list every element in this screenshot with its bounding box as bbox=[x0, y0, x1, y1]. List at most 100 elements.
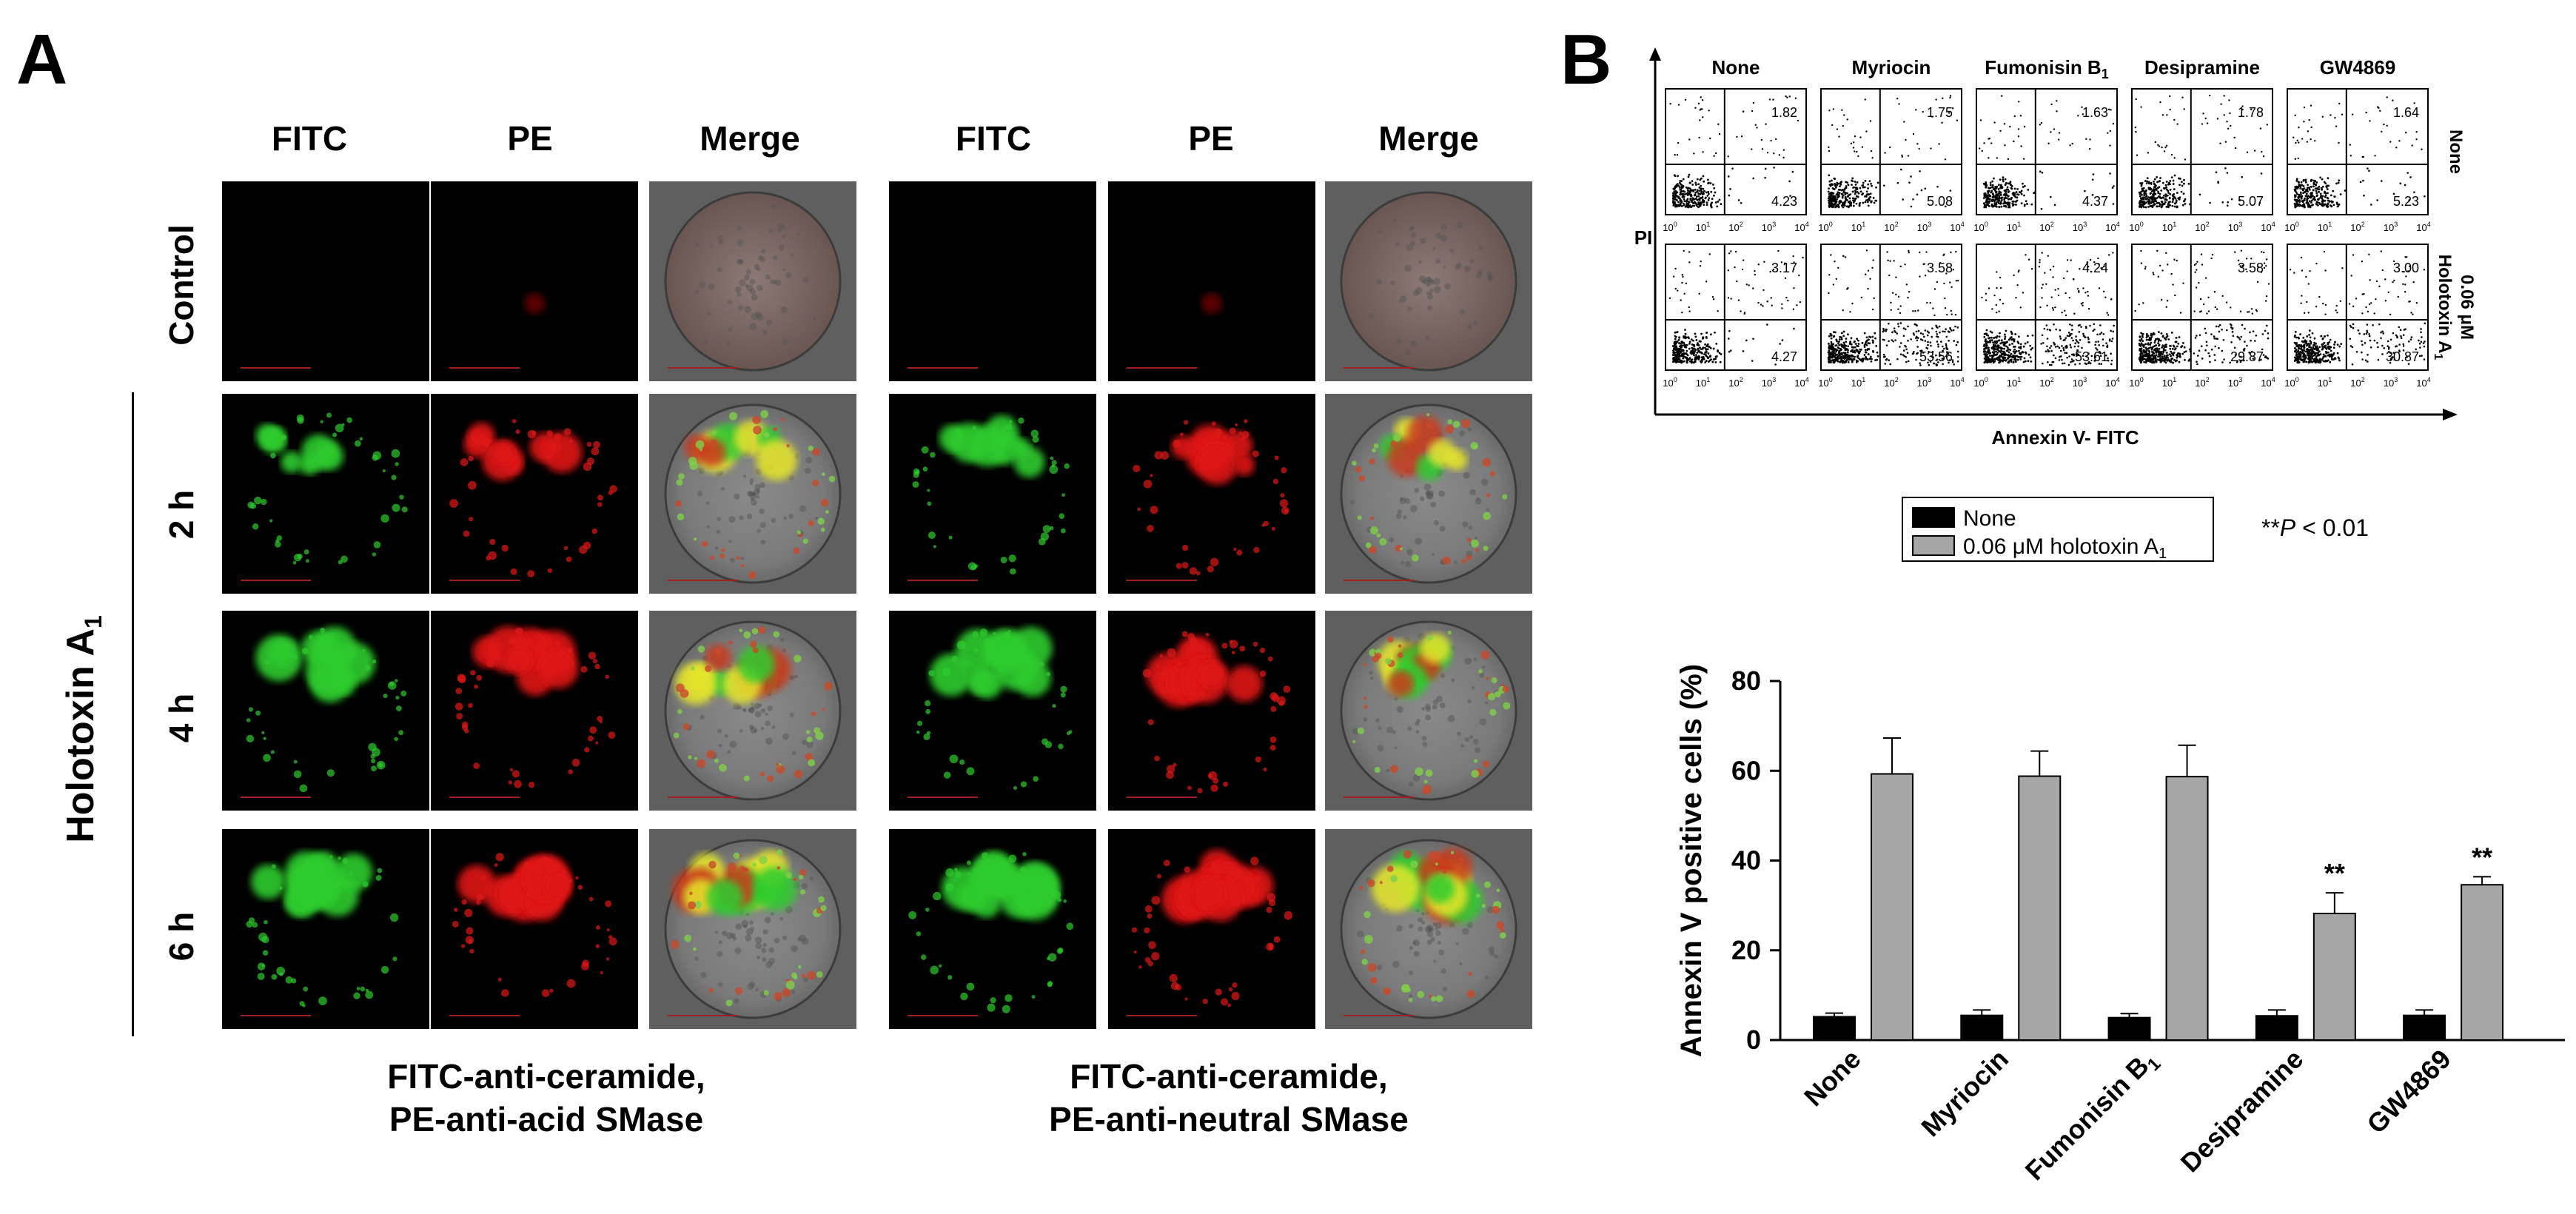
event-dot bbox=[2170, 345, 2172, 347]
signal-dot bbox=[509, 768, 514, 772]
event-dot bbox=[1908, 181, 1911, 184]
event-dot bbox=[1669, 103, 1671, 105]
signal-dot bbox=[511, 419, 517, 423]
event-dot bbox=[1792, 255, 1794, 258]
signal-dot bbox=[1031, 995, 1036, 999]
event-dot bbox=[2003, 338, 2006, 341]
superscript: 4 bbox=[1961, 221, 1965, 228]
event-dot bbox=[2077, 345, 2080, 348]
event-dot bbox=[1834, 202, 1837, 205]
event-dot bbox=[1850, 142, 1853, 145]
event-dot bbox=[2061, 358, 2063, 361]
signal-dot bbox=[1150, 506, 1158, 514]
signal-dot bbox=[1173, 762, 1177, 767]
event-dot bbox=[2049, 346, 2051, 349]
event-dot bbox=[1673, 174, 1676, 177]
signal-dot bbox=[1215, 988, 1222, 996]
signal-dot bbox=[1013, 785, 1018, 791]
event-dot bbox=[1865, 356, 1867, 358]
event-dot bbox=[1894, 339, 1896, 341]
granule-dot bbox=[759, 509, 765, 514]
merge-ring-dot bbox=[706, 750, 715, 759]
event-dot bbox=[1882, 338, 1885, 341]
granule-dot bbox=[734, 286, 742, 293]
granule-dot bbox=[1403, 515, 1407, 520]
superscript: 0 bbox=[1829, 376, 1833, 383]
signal-dot bbox=[948, 535, 953, 540]
event-dot bbox=[2223, 114, 2225, 116]
event-dot bbox=[1854, 346, 1856, 349]
event-dot bbox=[1919, 364, 1922, 366]
event-dot bbox=[1729, 349, 1732, 352]
event-dot bbox=[1913, 334, 1916, 336]
event-dot bbox=[2295, 191, 2298, 194]
event-dot bbox=[2304, 181, 2307, 184]
signal-blob bbox=[1193, 876, 1226, 909]
signal-dot bbox=[263, 754, 271, 762]
event-dot bbox=[1998, 350, 2001, 352]
event-dot bbox=[1674, 204, 1677, 206]
granule-dot bbox=[1486, 906, 1494, 913]
signal-dot bbox=[469, 517, 474, 522]
merge-ring-dot bbox=[1403, 850, 1412, 859]
merge-ring-dot bbox=[1361, 959, 1368, 965]
event-dot bbox=[2000, 349, 2003, 352]
merge-ring-dot bbox=[1447, 631, 1452, 635]
event-dot bbox=[2102, 338, 2104, 341]
event-dot bbox=[1937, 343, 1939, 346]
signal-dot bbox=[1057, 898, 1062, 902]
signal-dot bbox=[928, 670, 935, 677]
event-dot bbox=[1841, 109, 1843, 111]
event-dot bbox=[1695, 184, 1697, 186]
signal-dot bbox=[1018, 652, 1027, 662]
signal-dot bbox=[531, 431, 537, 436]
signal-dot bbox=[368, 742, 377, 751]
event-dot bbox=[1703, 180, 1705, 183]
signal-dot bbox=[527, 570, 535, 577]
event-dot bbox=[1851, 360, 1854, 363]
event-dot bbox=[1830, 346, 1833, 349]
merge-ring-dot bbox=[720, 553, 725, 559]
granule-dot bbox=[1429, 928, 1433, 932]
event-dot bbox=[1768, 98, 1771, 101]
event-dot bbox=[1839, 348, 1842, 350]
event-dot bbox=[1752, 338, 1754, 340]
event-dot bbox=[1927, 343, 1929, 346]
event-dot bbox=[1939, 261, 1942, 264]
event-dot bbox=[2031, 346, 2034, 349]
event-dot bbox=[2018, 101, 2020, 103]
event-dot bbox=[1761, 148, 1764, 150]
merge-ring-dot bbox=[758, 626, 766, 634]
event-dot bbox=[1702, 191, 1705, 194]
event-dot bbox=[1908, 249, 1910, 252]
event-dot bbox=[1851, 184, 1853, 186]
event-dot bbox=[1993, 360, 1996, 363]
event-dot bbox=[2003, 347, 2005, 350]
event-dot bbox=[2320, 187, 2323, 190]
event-dot bbox=[1700, 96, 1702, 98]
event-dot bbox=[2086, 261, 2089, 264]
event-dot bbox=[1854, 343, 1857, 345]
event-dot bbox=[1993, 341, 1996, 344]
event-dot bbox=[2262, 155, 2265, 158]
event-dot bbox=[1832, 108, 1835, 110]
event-dot bbox=[2307, 130, 2310, 133]
event-dot bbox=[1828, 274, 1831, 276]
granule-dot bbox=[1440, 968, 1446, 974]
granule-dot bbox=[762, 957, 767, 962]
event-dot bbox=[1686, 190, 1689, 192]
granule-dot bbox=[762, 329, 768, 335]
event-dot bbox=[2040, 121, 2043, 124]
signal-dot bbox=[455, 688, 463, 694]
event-dot bbox=[1832, 361, 1835, 364]
event-dot bbox=[1986, 361, 1989, 364]
signal-dot bbox=[916, 720, 923, 726]
granule-dot bbox=[805, 456, 813, 463]
event-dot bbox=[2336, 203, 2338, 206]
event-dot bbox=[1990, 336, 1993, 339]
event-dot bbox=[2010, 360, 2013, 363]
signal-dot bbox=[972, 631, 979, 637]
granule-dot bbox=[1406, 244, 1413, 252]
event-dot bbox=[1978, 147, 1981, 150]
signal-dot bbox=[449, 499, 458, 508]
